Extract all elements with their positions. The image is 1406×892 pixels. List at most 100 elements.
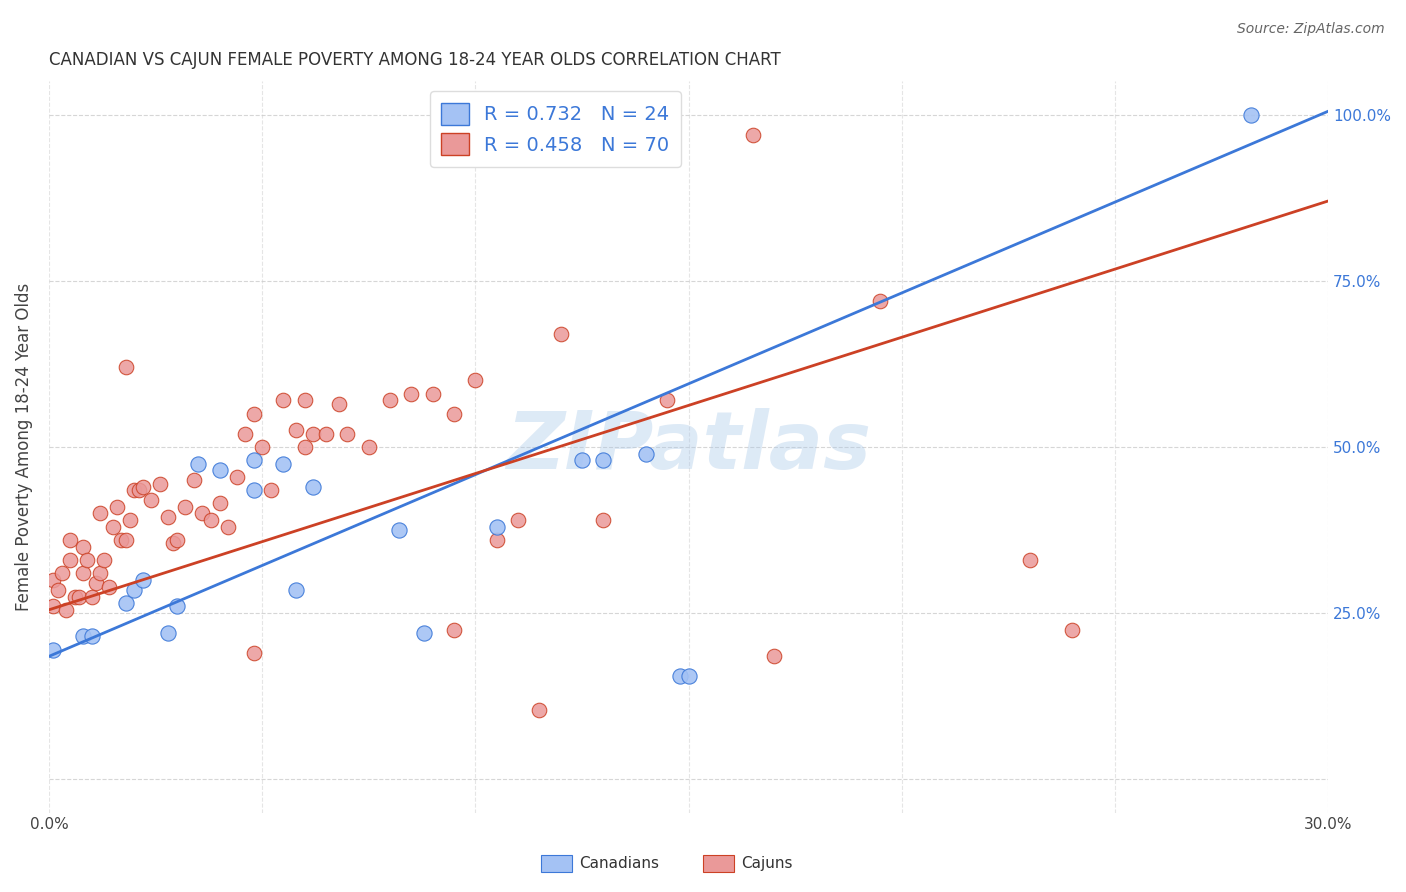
Point: [242, 483, 264, 497]
Point: [378, 393, 401, 408]
Point: [443, 407, 465, 421]
Point: [97, 580, 120, 594]
Text: Source: ZipAtlas.com: Source: ZipAtlas.com: [1237, 22, 1385, 37]
Point: [250, 440, 273, 454]
Point: [187, 457, 209, 471]
Point: [157, 626, 180, 640]
Point: [191, 507, 214, 521]
Point: [634, 447, 657, 461]
Point: [242, 407, 264, 421]
Point: [72, 540, 94, 554]
Point: [529, 702, 551, 716]
Point: [67, 590, 90, 604]
Y-axis label: Female Poverty Among 18-24 Year Olds: Female Poverty Among 18-24 Year Olds: [15, 283, 32, 611]
Point: [174, 500, 197, 514]
Point: [336, 426, 359, 441]
Point: [208, 463, 231, 477]
Text: Cajuns: Cajuns: [741, 856, 793, 871]
Point: [273, 457, 295, 471]
Text: CANADIAN VS CAJUN FEMALE POVERTY AMONG 18-24 YEAR OLDS CORRELATION CHART: CANADIAN VS CAJUN FEMALE POVERTY AMONG 1…: [49, 51, 780, 69]
Point: [592, 453, 614, 467]
Point: [122, 582, 145, 597]
Point: [110, 533, 132, 547]
Point: [132, 480, 155, 494]
Point: [166, 533, 188, 547]
Point: [141, 493, 163, 508]
Point: [162, 536, 184, 550]
Point: [55, 603, 77, 617]
Point: [1018, 553, 1040, 567]
Point: [678, 669, 700, 683]
Point: [225, 470, 247, 484]
Point: [118, 513, 141, 527]
Point: [76, 553, 98, 567]
Text: Canadians: Canadians: [579, 856, 659, 871]
Point: [59, 553, 82, 567]
Point: [89, 507, 111, 521]
Point: [669, 669, 692, 683]
Point: [762, 649, 785, 664]
Point: [294, 393, 316, 408]
Point: [63, 590, 86, 604]
Point: [93, 553, 115, 567]
Point: [72, 566, 94, 581]
Point: [132, 573, 155, 587]
Point: [183, 473, 205, 487]
Point: [149, 476, 172, 491]
Point: [89, 566, 111, 581]
Point: [506, 513, 529, 527]
Point: [233, 426, 256, 441]
Point: [388, 523, 411, 537]
Point: [1062, 623, 1084, 637]
Point: [200, 513, 222, 527]
Point: [42, 642, 65, 657]
Point: [422, 386, 444, 401]
Point: [51, 566, 73, 581]
Point: [413, 626, 436, 640]
Point: [46, 582, 69, 597]
Point: [122, 483, 145, 497]
Point: [550, 326, 572, 341]
Text: ZIPatlas: ZIPatlas: [506, 408, 872, 486]
Point: [217, 519, 239, 533]
Point: [302, 480, 325, 494]
Point: [285, 582, 308, 597]
Point: [80, 590, 103, 604]
Point: [302, 426, 325, 441]
Point: [260, 483, 283, 497]
Point: [741, 128, 763, 142]
Point: [166, 599, 188, 614]
Point: [273, 393, 295, 408]
Point: [401, 386, 423, 401]
Point: [485, 519, 508, 533]
Point: [592, 513, 614, 527]
Point: [105, 500, 128, 514]
Point: [657, 393, 679, 408]
Point: [42, 573, 65, 587]
Point: [114, 360, 136, 375]
Point: [101, 519, 124, 533]
Point: [485, 533, 508, 547]
Point: [443, 623, 465, 637]
Point: [157, 509, 180, 524]
Point: [357, 440, 380, 454]
Point: [869, 293, 891, 308]
Point: [72, 629, 94, 643]
Legend: R = 0.732   N = 24, R = 0.458   N = 70: R = 0.732 N = 24, R = 0.458 N = 70: [430, 91, 681, 167]
Point: [84, 576, 107, 591]
Point: [42, 599, 65, 614]
Point: [1240, 107, 1263, 121]
Point: [208, 496, 231, 510]
Point: [285, 423, 308, 437]
Point: [114, 596, 136, 610]
Point: [114, 533, 136, 547]
Point: [294, 440, 316, 454]
Point: [80, 629, 103, 643]
Point: [242, 453, 264, 467]
Point: [128, 483, 150, 497]
Point: [315, 426, 337, 441]
Point: [328, 397, 350, 411]
Point: [59, 533, 82, 547]
Point: [571, 453, 593, 467]
Point: [242, 646, 264, 660]
